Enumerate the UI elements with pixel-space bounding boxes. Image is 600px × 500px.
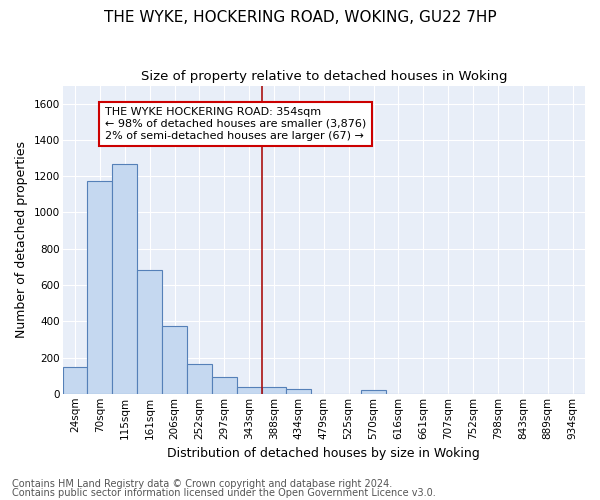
Bar: [286, 389, 311, 394]
Bar: [237, 386, 262, 394]
Bar: [262, 388, 286, 394]
Bar: [62, 366, 88, 394]
Text: Contains HM Land Registry data © Crown copyright and database right 2024.: Contains HM Land Registry data © Crown c…: [12, 479, 392, 489]
Bar: [187, 364, 212, 394]
Bar: [162, 326, 187, 394]
Text: THE WYKE, HOCKERING ROAD, WOKING, GU22 7HP: THE WYKE, HOCKERING ROAD, WOKING, GU22 7…: [104, 10, 496, 25]
Bar: [137, 270, 162, 394]
Bar: [112, 164, 137, 394]
Bar: [361, 390, 386, 394]
Text: Contains public sector information licensed under the Open Government Licence v3: Contains public sector information licen…: [12, 488, 436, 498]
X-axis label: Distribution of detached houses by size in Woking: Distribution of detached houses by size …: [167, 447, 480, 460]
Bar: [212, 376, 237, 394]
Text: THE WYKE HOCKERING ROAD: 354sqm
← 98% of detached houses are smaller (3,876)
2% : THE WYKE HOCKERING ROAD: 354sqm ← 98% of…: [105, 108, 366, 140]
Bar: [88, 180, 112, 394]
Y-axis label: Number of detached properties: Number of detached properties: [15, 141, 28, 338]
Title: Size of property relative to detached houses in Woking: Size of property relative to detached ho…: [140, 70, 507, 83]
